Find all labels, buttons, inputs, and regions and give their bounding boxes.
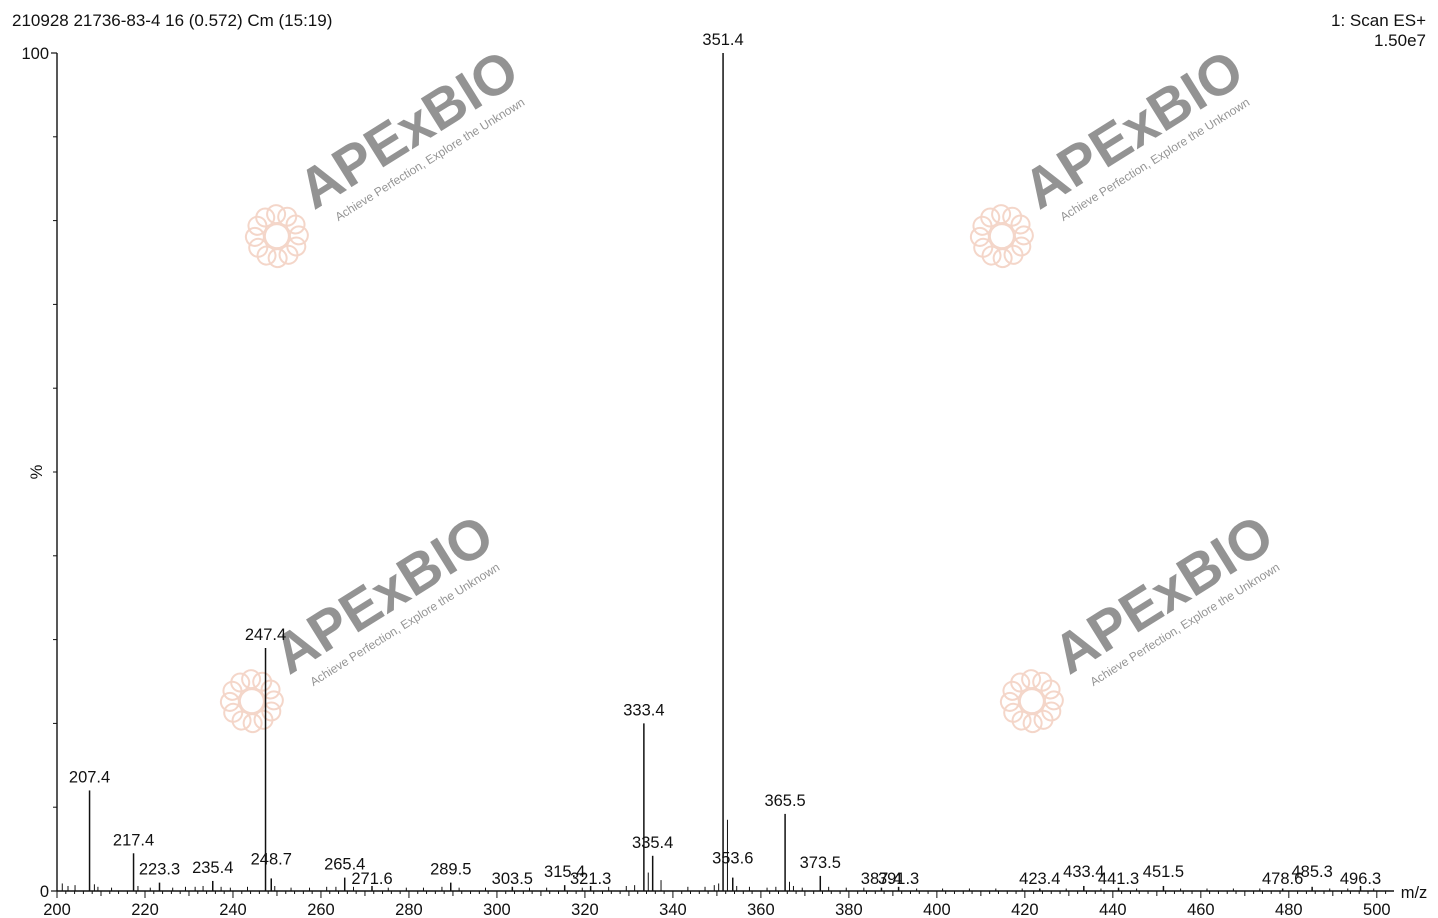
- peak-label: 223.3: [139, 861, 180, 879]
- scan-info: 1: Scan ES+ 1.50e7: [1331, 11, 1426, 51]
- peak-label: 217.4: [113, 831, 154, 849]
- peak-label: 248.7: [251, 850, 292, 868]
- peak-label: 373.5: [800, 854, 841, 872]
- x-tick-label: 340: [659, 901, 687, 918]
- peak-label: 433.4: [1063, 863, 1104, 881]
- y-axis-label: %: [28, 464, 46, 479]
- x-tick-label: 320: [571, 901, 599, 918]
- peak-label: 353.6: [712, 850, 753, 868]
- watermark-seal-icon: [969, 204, 1034, 269]
- x-tick-label: 240: [219, 901, 247, 918]
- watermark-seal-icon: [999, 669, 1064, 734]
- peak-label: 207.4: [69, 768, 110, 786]
- peak-label: 391.3: [878, 870, 919, 888]
- peak-label: 423.4: [1019, 870, 1060, 888]
- x-tick-label: 220: [131, 901, 159, 918]
- peak-labels: 207.4 217.4 223.3 235.4 247.4 248.7 265.4271.6…: [69, 31, 1381, 888]
- y-tick-label: 100: [21, 45, 49, 63]
- x-axis-label: m/z: [1401, 884, 1428, 902]
- peak-label: 387.4: [861, 870, 902, 888]
- x-ticks: 200 220 240 260 280 300 320 340 360 380 400 420 440 4…: [43, 891, 1391, 918]
- x-tick-label: 360: [747, 901, 775, 918]
- peak-label: 271.6: [351, 870, 392, 888]
- peak-label: 485.3: [1291, 863, 1332, 881]
- peak-label: 441.3: [1098, 870, 1139, 888]
- peak-label: 235.4: [192, 859, 233, 877]
- watermark-brand: APExBIO: [287, 37, 529, 221]
- x-tick-label: 380: [835, 901, 863, 918]
- y-tick-label: 0: [40, 883, 49, 901]
- x-tick-label: 440: [1099, 901, 1127, 918]
- peak-label: 365.5: [764, 792, 805, 810]
- watermark-brand: APExBIO: [262, 502, 504, 686]
- peak-label: 289.5: [430, 861, 471, 879]
- peak-label: 478.6: [1262, 870, 1303, 888]
- peak-label: 451.5: [1143, 863, 1184, 881]
- x-tick-label: 420: [1011, 901, 1039, 918]
- peak-label: 333.4: [623, 701, 664, 719]
- peak-label: 335.4: [632, 834, 673, 852]
- peak-label: 351.4: [702, 31, 743, 49]
- peak-label: 496.3: [1340, 870, 1381, 888]
- sample-info: 210928 21736-83-4 16 (0.572) Cm (15:19): [12, 11, 333, 30]
- x-tick-label: 460: [1187, 901, 1215, 918]
- x-tick-label: 300: [483, 901, 511, 918]
- y-ticks: 100 0: [21, 45, 57, 901]
- x-tick-label: 480: [1275, 901, 1303, 918]
- watermark-seal-icon: [219, 669, 284, 734]
- watermark-seal-icon: [244, 204, 309, 269]
- peak-label: 303.5: [492, 870, 533, 888]
- watermark-brand: APExBIO: [1042, 502, 1284, 686]
- watermark-brand: APExBIO: [1012, 37, 1254, 221]
- intensity-scale: 1.50e7: [1374, 31, 1426, 50]
- peak-label: 247.4: [245, 626, 286, 644]
- x-tick-label: 400: [923, 901, 951, 918]
- peak-label: 315.4: [544, 863, 585, 881]
- x-tick-label: 200: [43, 901, 71, 918]
- peak-label: 321.3: [570, 870, 611, 888]
- scan-mode: 1: Scan ES+: [1331, 11, 1426, 30]
- x-tick-label: 260: [307, 901, 335, 918]
- x-tick-label: 280: [395, 901, 423, 918]
- chart-axes: 200 220 240 260 280 300 320 340 360 380 400 420 440 4…: [21, 45, 1427, 918]
- spectrum-peaks: [61, 53, 1375, 891]
- peak-label: 265.4: [324, 856, 365, 874]
- x-tick-label: 500: [1363, 901, 1391, 918]
